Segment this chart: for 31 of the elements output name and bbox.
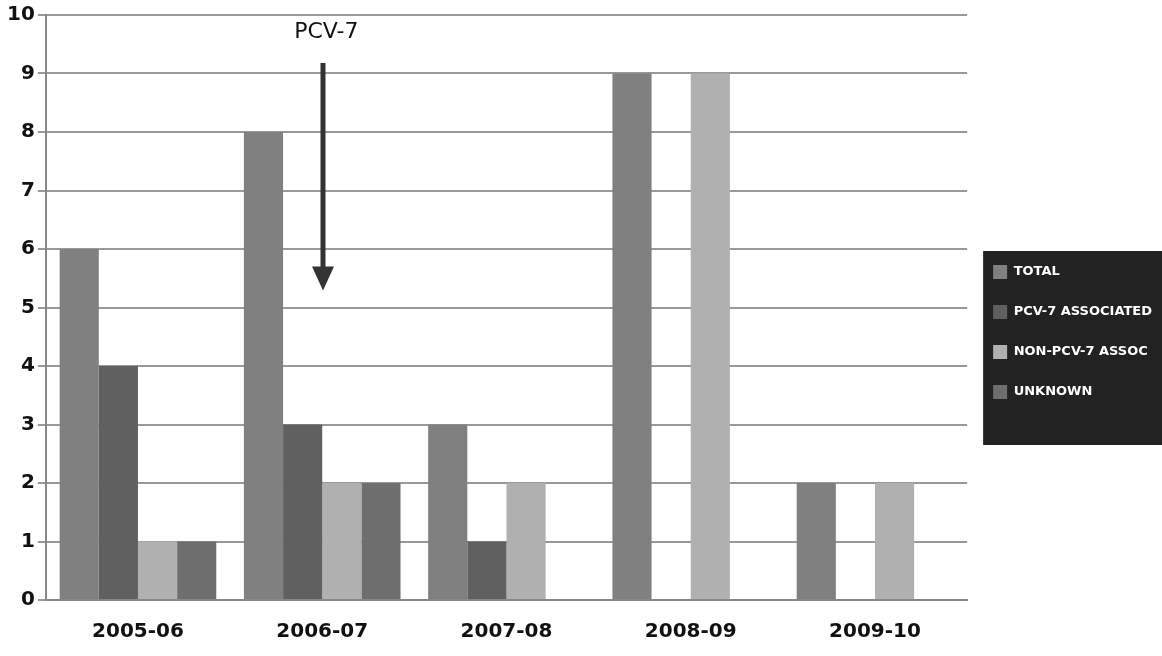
y-tick-label: 2: [20, 469, 35, 494]
y-tick-label: 3: [20, 410, 35, 435]
legend-label: NON-PCV-7 ASSOC: [1013, 343, 1148, 359]
bar: [467, 541, 507, 599]
x-tick-label: 2007-08: [460, 618, 553, 643]
bar: [361, 483, 401, 599]
bar: [98, 366, 138, 599]
bar: [875, 483, 915, 599]
legend-label: TOTAL: [1013, 263, 1060, 279]
y-tick-label: 5: [20, 293, 35, 318]
bar: [283, 424, 323, 599]
y-tick-label: 7: [20, 176, 35, 201]
y-tick-label: 0: [20, 586, 35, 611]
y-tick-label: 4: [20, 352, 35, 377]
annotation: PCV-7: [294, 18, 359, 44]
bar: [506, 483, 546, 599]
y-tick-label: 6: [20, 235, 35, 260]
x-tick-label: 2006-07: [276, 618, 369, 643]
legend-label: UNKNOWN: [1013, 383, 1093, 399]
x-tick-label: 2008-09: [644, 618, 737, 643]
bar: [690, 73, 730, 599]
y-tick-label: 8: [20, 118, 35, 143]
bar: [322, 483, 362, 599]
bar: [137, 541, 178, 599]
x-tick-label: 2005-06: [92, 618, 184, 643]
y-tick-label: 10: [6, 1, 35, 26]
y-tick-label: 1: [20, 527, 35, 552]
x-tick-label: 2009-10: [829, 618, 921, 643]
bar: [177, 541, 217, 599]
legend-label: PCV-7 ASSOCIATED: [1013, 303, 1153, 319]
y-tick-label: 9: [20, 59, 35, 84]
